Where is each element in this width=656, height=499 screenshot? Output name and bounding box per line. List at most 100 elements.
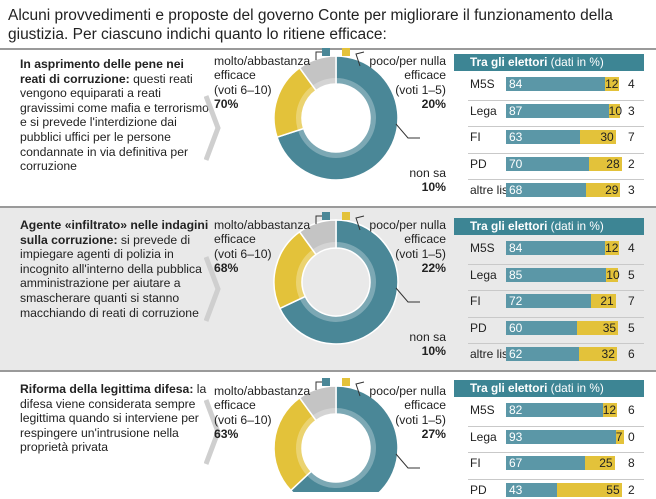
non-sa-value: 0 — [628, 429, 635, 444]
bar-poco: 10 — [606, 267, 620, 282]
bar-molto: 43 — [506, 482, 557, 497]
row-divider — [468, 478, 644, 480]
question-panel: Riforma della legittima difesa: la difes… — [0, 372, 656, 497]
bar-molto-value: 84 — [509, 77, 523, 91]
bar-molto-value: 84 — [509, 241, 523, 255]
legend-swatch-poco — [342, 212, 350, 220]
donut-slice-poco-inner — [296, 249, 317, 300]
bar-poco: 10 — [608, 103, 623, 118]
label-non-sa-pct: 10% — [421, 180, 446, 195]
chevron-stroke — [204, 256, 221, 322]
table-header-title: Tra gli elettori — [470, 55, 548, 69]
non-sa-value: 4 — [628, 241, 635, 255]
label-non-sa-text: non sa — [409, 166, 446, 180]
bar-molto: 82 — [506, 403, 603, 417]
bar-molto: 67 — [506, 456, 586, 470]
question-panel: In asprimento delle pene nei reati di co… — [0, 48, 656, 206]
donut-slice-molto-inner — [306, 408, 376, 488]
table-row: M5S 84 12 4 — [454, 239, 648, 257]
bar-molto-value: 67 — [509, 456, 523, 470]
label-molto-pct: 70% — [214, 97, 239, 112]
bar-poco: 55 — [556, 482, 622, 497]
label-poco-text: poco/per nulla efficace — [369, 54, 446, 83]
bar-poco: 30 — [580, 130, 616, 144]
bar-molto: 70 — [506, 156, 589, 171]
bar-molto-value: 82 — [509, 403, 523, 417]
label-molto-voti: (voti 6–10) — [214, 82, 272, 97]
bar-molto-value: 60 — [509, 320, 523, 335]
question-heading: Agente «infiltrato» nelle indagini sulla… — [20, 218, 209, 247]
donut-slice-non-sa — [298, 55, 337, 92]
label-poco-pct: 22% — [421, 261, 446, 276]
label-non-sa-pct: 10% — [421, 344, 446, 359]
label-poco-text: poco/per nulla efficace — [369, 218, 446, 247]
bar-poco-value: 10 — [608, 103, 623, 118]
leader-line — [395, 123, 420, 139]
leader-line — [355, 215, 365, 231]
page-title: Alcuni provvedimenti e proposte del gove… — [8, 7, 613, 43]
bar-molto-value: 85 — [509, 267, 523, 282]
bar-poco-value: 29 — [605, 183, 619, 197]
legend-swatch-molto — [322, 48, 330, 56]
non-sa-value: 7 — [628, 294, 635, 308]
bar-molto-value: 43 — [509, 482, 523, 497]
party-label: M5S — [470, 241, 495, 255]
table-header-unit: (dati in %) — [550, 219, 604, 233]
question-description: Riforma della legittima difesa: la difes… — [20, 382, 210, 455]
bar-poco-value: 10 — [606, 267, 620, 282]
leader-line — [395, 453, 420, 469]
bar-poco: 32 — [579, 347, 617, 361]
bar-poco-value: 28 — [606, 156, 620, 171]
party-label: M5S — [470, 77, 495, 91]
bar-molto: 63 — [506, 130, 581, 144]
party-label: Lega — [470, 429, 497, 444]
table-row: FI 67 25 8 — [454, 454, 648, 472]
table-row: altre liste 62 32 6 — [454, 345, 648, 363]
chevron-stroke — [204, 95, 221, 161]
bar-poco-value: 12 — [605, 77, 619, 91]
question-body: questi reati vengono equiparati a reati … — [20, 71, 209, 174]
leader-line — [355, 51, 365, 67]
party-label: PD — [470, 156, 487, 171]
non-sa-value: 2 — [628, 482, 635, 497]
bar-poco-value: 7 — [615, 429, 623, 444]
row-divider — [468, 290, 644, 291]
party-label: FI — [470, 294, 481, 308]
bar-molto: 84 — [506, 241, 606, 255]
party-label: FI — [470, 130, 481, 144]
label-molto-pct: 63% — [214, 427, 239, 442]
non-sa-value: 3 — [628, 103, 635, 118]
bar-poco-value: 35 — [602, 320, 617, 335]
table-row: FI 63 30 7 — [454, 128, 648, 146]
row-divider — [468, 126, 644, 127]
divider — [0, 370, 656, 372]
bar-molto-value: 68 — [509, 183, 523, 197]
table-row: PD 43 55 2 — [454, 481, 648, 499]
table-row: M5S 84 12 4 — [454, 75, 648, 93]
table-header: Tra gli elettori (dati in %) — [454, 380, 644, 397]
party-label: Lega — [470, 267, 497, 282]
chevron-right-icon — [204, 256, 221, 322]
label-poco: poco/per nulla efficace (voti 1–5) 22% — [340, 218, 446, 276]
row-divider — [468, 263, 644, 265]
question-body: la difesa viene considerata sempre legit… — [20, 382, 207, 455]
non-sa-value: 2 — [628, 156, 635, 171]
bar-molto: 68 — [506, 183, 587, 197]
question-panel: Agente «infiltrato» nelle indagini sulla… — [0, 208, 656, 370]
row-divider — [468, 99, 644, 101]
row-divider — [468, 152, 644, 154]
electorate-table: Tra gli elettori (dati in %) M5S 84 12 4 Lega… — [454, 54, 648, 206]
bar-poco: 12 — [602, 403, 617, 417]
donut-slice-molto — [276, 55, 399, 181]
bar-molto: 87 — [506, 103, 609, 118]
label-non-sa-text: non sa — [409, 330, 446, 344]
bar-poco: 12 — [605, 241, 620, 255]
donut-slice-non-sa — [298, 385, 337, 422]
bar-poco: 29 — [586, 183, 621, 197]
question-heading: Riforma della legittima difesa: — [20, 382, 194, 396]
table-header-unit: (dati in %) — [550, 55, 604, 69]
label-poco-voti: (voti 1–5) — [395, 82, 446, 97]
non-sa-value: 4 — [628, 77, 635, 91]
table-row: Lega 93 7 0 — [454, 428, 648, 446]
bar-poco-value: 30 — [600, 130, 614, 144]
